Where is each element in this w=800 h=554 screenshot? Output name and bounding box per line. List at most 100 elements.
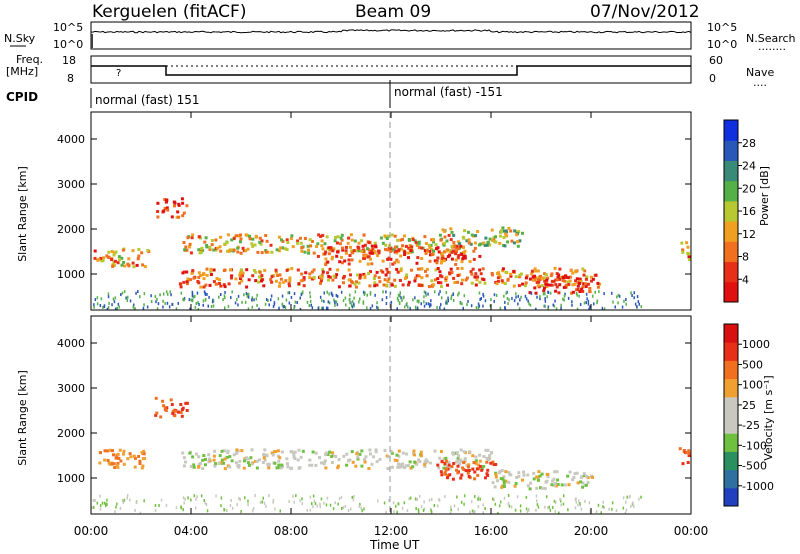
power-ground-cell [309, 295, 312, 299]
power-ground-cell [381, 298, 384, 302]
power-cell [458, 273, 462, 277]
power-ground-cell [466, 303, 468, 307]
y-tick-label: 1000 [57, 472, 85, 485]
x-tick-label: 00:00 [674, 524, 709, 538]
velocity-ground-cell [92, 499, 95, 502]
velocity-ground-cell [383, 501, 386, 505]
velocity-ground-cell [460, 500, 463, 504]
power-ground-cell [592, 294, 594, 298]
velocity-cell [180, 414, 184, 418]
colorbar-tick-label: 8 [742, 251, 749, 264]
power-ground-cell [527, 299, 529, 303]
power-ground-cell [202, 299, 205, 303]
velocity-cell [355, 452, 359, 456]
power-cell [515, 230, 518, 234]
power-ground-cell [353, 296, 355, 300]
power-cell [112, 253, 116, 257]
power-cell [367, 255, 371, 259]
power-cell [300, 272, 304, 276]
power-ground-cell [369, 291, 372, 295]
power-cell [478, 254, 482, 258]
power-ground-cell [517, 302, 519, 306]
velocity-cell [459, 448, 463, 452]
power-cell [282, 280, 286, 284]
power-ground-cell [323, 299, 325, 303]
power-cell [459, 244, 463, 248]
power-cell [114, 250, 118, 254]
power-cell [448, 272, 452, 276]
power-cell [430, 238, 434, 242]
power-cell [512, 269, 516, 273]
power-ground-cell [404, 305, 406, 309]
velocity-cell [194, 452, 198, 456]
power-cell [543, 286, 546, 290]
power-cell [156, 210, 160, 213]
power-cell [533, 286, 537, 290]
velocity-ground-cell [403, 501, 406, 505]
power-ground-cell [385, 302, 388, 305]
velocity-cell [280, 463, 284, 467]
velocity-cell [535, 486, 539, 490]
power-cell [441, 257, 445, 260]
power-ground-cell [549, 291, 552, 295]
power-cell [463, 254, 467, 258]
velocity-ground-cell [226, 509, 228, 513]
power-ground-cell [231, 290, 233, 294]
power-cell [263, 268, 267, 272]
velocity-ground-cell [638, 497, 640, 501]
velocity-cell [169, 398, 173, 402]
velocity-cell [108, 448, 112, 452]
velocity-ground-cell [420, 505, 423, 509]
power-cell [441, 255, 445, 259]
nave-label: Nave [746, 66, 774, 79]
velocity-ground-cell [436, 504, 439, 508]
power-ground-cell [103, 305, 106, 309]
power-ground-cell [322, 306, 324, 310]
velocity-cell [456, 464, 460, 468]
power-cell [456, 280, 459, 284]
velocity-ground-cell [361, 509, 363, 513]
power-ground-cell [353, 302, 355, 306]
power-cell [550, 279, 554, 283]
power-ground-cell [273, 301, 276, 305]
power-cell [323, 242, 327, 246]
power-cell [452, 241, 456, 244]
power-cell [197, 281, 201, 285]
power-cell [514, 275, 518, 279]
power-cell [389, 257, 393, 261]
power-cell [232, 248, 236, 252]
velocity-cell [292, 452, 296, 456]
power-ground-cell [285, 298, 288, 302]
velocity-ground-cell [433, 504, 436, 507]
velocity-cell [464, 469, 468, 473]
power-cell [576, 288, 580, 291]
velocity-ground-cell [477, 495, 480, 499]
velocity-ground-cell [507, 494, 510, 497]
velocity-cell [155, 411, 159, 415]
power-cell [254, 270, 258, 274]
velocity-cell [406, 464, 410, 467]
velocity-cell [363, 460, 367, 464]
power-cell [429, 253, 432, 257]
power-cell [296, 239, 300, 243]
power-cell [146, 248, 150, 252]
power-cell [536, 278, 540, 282]
power-ground-cell [611, 291, 613, 295]
velocity-cell [267, 462, 271, 466]
x-tick-label: 08:00 [274, 524, 309, 538]
power-cell [575, 288, 578, 292]
power-cell [363, 274, 367, 278]
nave-tick-bottom: 0 [709, 72, 716, 85]
power-cell [279, 277, 283, 281]
velocity-ground-cell [430, 509, 432, 513]
power-cell [239, 251, 243, 255]
velocity-ground-cell [272, 498, 275, 502]
velocity-ground-cell [549, 508, 552, 512]
velocity-cell [467, 463, 471, 467]
power-ground-cell [579, 303, 582, 306]
power-ground-cell [614, 305, 616, 309]
power-cell [229, 276, 233, 280]
power-ground-cell [504, 307, 506, 310]
power-cell [357, 281, 361, 285]
velocity-cell [500, 485, 504, 489]
